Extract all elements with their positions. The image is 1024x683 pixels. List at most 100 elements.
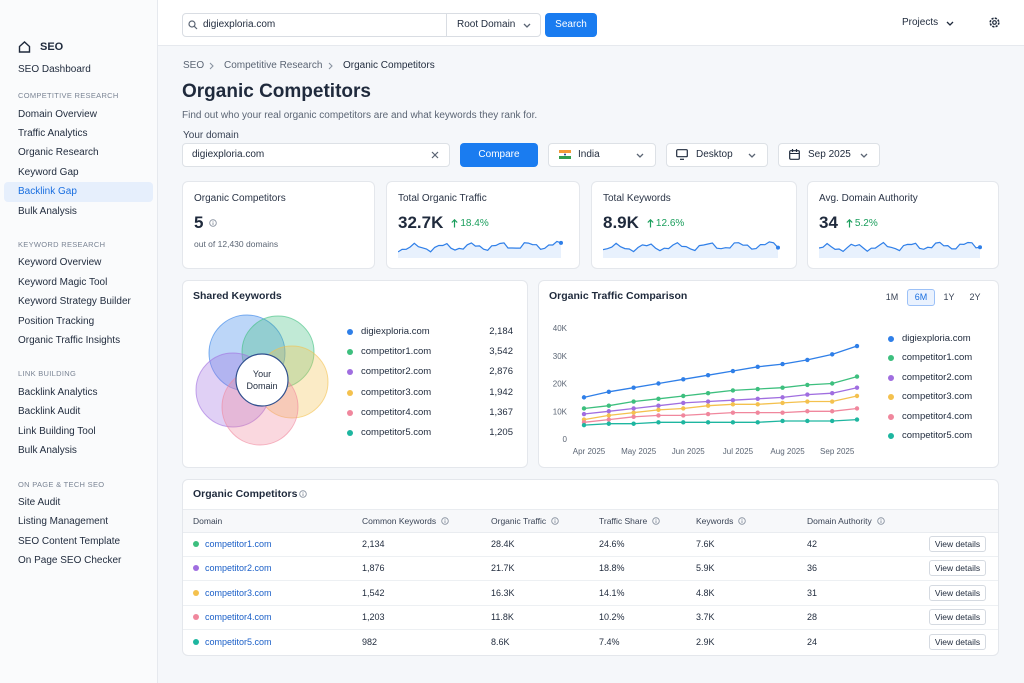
date-select[interactable] (778, 143, 880, 167)
data-point (854, 417, 860, 422)
sidebar-link[interactable]: Backlink Audit (18, 406, 81, 418)
table-cell: 4.8K (696, 587, 715, 598)
icon-part (431, 151, 439, 159)
table-cell: 42 (807, 539, 818, 549)
y-tick-label: 40K (553, 324, 568, 333)
table-cell: 8.6K (491, 636, 510, 647)
search-input[interactable] (182, 13, 447, 37)
compare-button[interactable] (460, 143, 538, 167)
sidebar-link[interactable]: Backlink Gap (18, 186, 77, 198)
sidebar-link[interactable]: On Page SEO Checker (18, 555, 122, 567)
domain-link[interactable]: competitor3.com (205, 587, 272, 598)
search-button[interactable] (545, 13, 597, 37)
sidebar-heading: COMPETITIVE RESEARCH (18, 91, 119, 100)
icon-part (748, 153, 756, 158)
sidebar-link[interactable]: Backlink Analytics (18, 386, 98, 398)
view-details-button[interactable] (929, 536, 986, 552)
domain-link[interactable]: competitor1.com (205, 539, 272, 549)
icon-part (441, 517, 449, 525)
device-select[interactable] (666, 143, 768, 167)
range-button[interactable]: 1Y (943, 292, 955, 302)
kpi-value-row: 32.7K 18.4% (398, 212, 489, 234)
data-point (681, 393, 686, 399)
icon-part (551, 517, 559, 525)
domain-input[interactable] (182, 143, 450, 167)
legend-label: competitor5.com (902, 430, 973, 441)
range-button[interactable]: 6M (914, 292, 928, 302)
sidebar-link[interactable]: SEO Content Template (18, 535, 121, 547)
data-point (656, 396, 661, 401)
table-cell: 24.6% (599, 539, 625, 549)
country-select-text: India (578, 149, 600, 160)
sidebar-link[interactable]: Domain Overview (18, 108, 97, 120)
table-cell: 2,134 (362, 539, 385, 549)
data-point (581, 411, 587, 417)
y-tick-label: 10K (553, 407, 568, 416)
domain-link[interactable]: competitor4.com (205, 612, 272, 623)
domain-link[interactable]: competitor5.com (205, 636, 272, 647)
sidebar-link[interactable]: Organic Research (18, 147, 99, 159)
sidebar-link[interactable]: Keyword Overview (18, 257, 102, 269)
sidebar-link[interactable]: Traffic Analytics (18, 127, 88, 139)
sidebar-link[interactable]: Keyword Strategy Builder (18, 296, 131, 308)
view-details-button[interactable] (929, 633, 986, 650)
view-details-button[interactable] (929, 609, 986, 626)
sidebar-link[interactable]: Bulk Analysis (18, 445, 77, 457)
data-point (705, 372, 711, 378)
sidebar-link[interactable]: Position Tracking (18, 315, 95, 327)
data-point (829, 409, 835, 414)
icon-part (738, 517, 747, 525)
sidebar-heading: KEYWORD RESEARCH (18, 239, 106, 249)
series-line (583, 387, 858, 415)
sidebar-link[interactable]: Organic Traffic Insights (18, 335, 121, 346)
kpi-change: 12.6% (647, 218, 684, 229)
keyword-domain: competitor1.com (361, 346, 432, 358)
kpi-label: Total Keywords (603, 193, 671, 204)
sidebar-link[interactable]: Site Audit (18, 497, 61, 508)
sidebar-link[interactable]: Bulk Analysis (18, 205, 77, 217)
icon-part (602, 241, 780, 258)
table-cell: 982 (362, 636, 378, 647)
table-cell: 1,876 (362, 563, 385, 574)
icon-part (302, 491, 304, 493)
data-point (606, 389, 612, 395)
legend-dot (347, 389, 353, 396)
y-tick-label: 30K (553, 352, 568, 361)
projects-menu[interactable]: Projects (902, 17, 939, 28)
data-point (705, 403, 711, 408)
breadcrumb-item[interactable]: SEO (183, 60, 205, 71)
table-cell: 18.8% (599, 563, 625, 574)
range-button[interactable]: 2Y (969, 292, 981, 302)
table-cell: 28.4K (491, 539, 515, 549)
view-details-button[interactable] (929, 584, 986, 601)
column-header-text: Traffic Share (599, 516, 648, 526)
keyword-count: 2,876 (489, 366, 513, 378)
range-active (907, 289, 935, 306)
view-details-button[interactable] (929, 560, 986, 577)
kpi-value-row: 5 (194, 212, 218, 234)
data-point (730, 368, 736, 374)
y-tick-label: 20K (553, 380, 568, 389)
sidebar-link[interactable]: Listing Management (18, 516, 109, 528)
card (538, 280, 999, 468)
sidebar-link[interactable]: Link Building Tool (18, 425, 96, 437)
legend-dot (347, 430, 353, 436)
data-point (829, 381, 835, 386)
icon-part (235, 353, 289, 407)
icon-part (559, 240, 563, 245)
breadcrumb-item[interactable]: Competitive Research (224, 60, 323, 71)
data-point (730, 410, 736, 415)
sidebar-link[interactable]: Keyword Gap (18, 166, 79, 178)
data-point (805, 382, 810, 388)
data-point (780, 400, 785, 406)
row-divider (183, 604, 998, 606)
x-tick-label: Aug 2025 (770, 447, 805, 456)
sidebar-link[interactable]: Keyword Magic Tool (18, 276, 108, 288)
domain-link[interactable]: competitor2.com (205, 563, 272, 574)
kpi-change: 18.4% (451, 218, 489, 229)
data-point (681, 413, 686, 418)
table-cell: 7.6K (696, 539, 715, 549)
range-button[interactable]: 1M (885, 292, 899, 302)
table-cell: 7.4% (599, 636, 620, 647)
icon-part (789, 149, 800, 160)
